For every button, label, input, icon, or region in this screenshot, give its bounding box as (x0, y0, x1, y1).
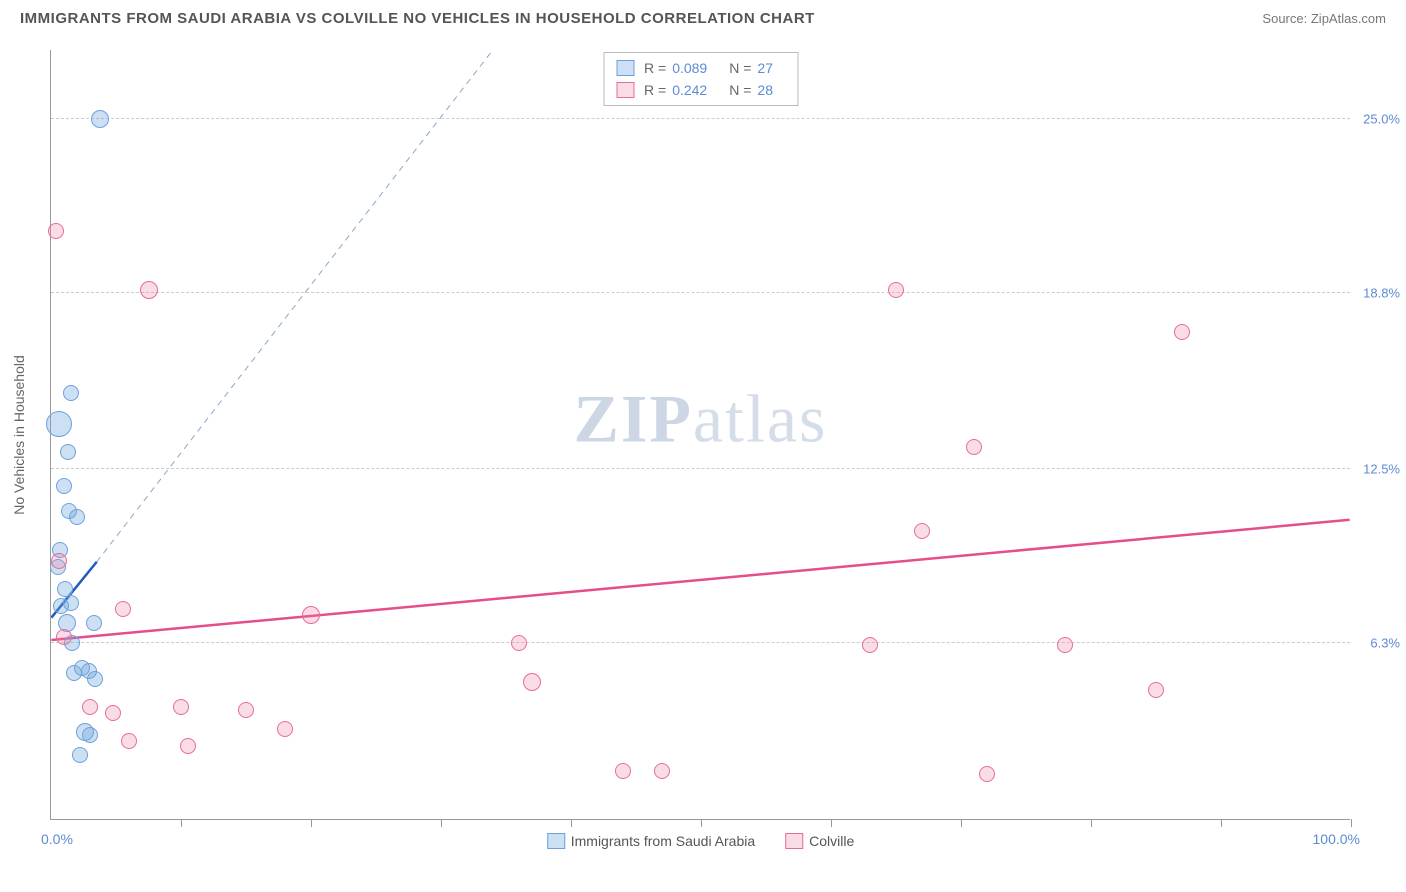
stats-row: R = 0.242 N = 28 (616, 79, 785, 101)
data-point (48, 223, 64, 239)
legend-swatch (785, 833, 803, 849)
stat-label-r: R = (644, 82, 666, 98)
legend-item: Immigrants from Saudi Arabia (547, 833, 755, 849)
data-point (60, 444, 76, 460)
stat-label-n: N = (729, 60, 751, 76)
data-point (1174, 324, 1190, 340)
watermark: ZIPatlas (574, 380, 828, 459)
stat-value-r: 0.089 (672, 60, 707, 76)
data-point (82, 699, 98, 715)
data-point (69, 509, 85, 525)
stat-label-n: N = (729, 82, 751, 98)
stats-legend-box: R = 0.089 N = 27 R = 0.242 N = 28 (603, 52, 798, 106)
x-tick (441, 819, 442, 827)
chart-title: IMMIGRANTS FROM SAUDI ARABIA VS COLVILLE… (20, 10, 815, 27)
watermark-light: atlas (693, 381, 828, 457)
data-point (82, 727, 98, 743)
data-point (966, 439, 982, 455)
x-tick (831, 819, 832, 827)
legend-label: Colville (809, 833, 854, 849)
x-axis-min-label: 0.0% (41, 831, 73, 847)
y-tick-label: 12.5% (1354, 462, 1400, 477)
correlation-chart: No Vehicles in Household ZIPatlas R = 0.… (50, 50, 1350, 820)
x-tick (1091, 819, 1092, 827)
gridline (51, 292, 1350, 293)
x-tick (961, 819, 962, 827)
data-point (72, 747, 88, 763)
data-point (51, 553, 67, 569)
y-tick-label: 6.3% (1354, 635, 1400, 650)
stat-value-n: 28 (757, 82, 773, 98)
data-point (615, 763, 631, 779)
legend-swatch (616, 60, 634, 76)
stats-row: R = 0.089 N = 27 (616, 57, 785, 79)
y-tick-label: 25.0% (1354, 112, 1400, 127)
data-point (238, 702, 254, 718)
legend-item: Colville (785, 833, 854, 849)
x-tick (701, 819, 702, 827)
data-point (862, 637, 878, 653)
data-point (1057, 637, 1073, 653)
source-link[interactable]: ZipAtlas.com (1311, 11, 1386, 26)
data-point (115, 601, 131, 617)
data-point (56, 629, 72, 645)
bottom-legend: Immigrants from Saudi Arabia Colville (547, 833, 855, 849)
data-point (654, 763, 670, 779)
data-point (523, 673, 541, 691)
y-tick-label: 18.8% (1354, 285, 1400, 300)
source-attribution: Source: ZipAtlas.com (1262, 11, 1386, 26)
legend-swatch (547, 833, 565, 849)
stat-value-n: 27 (757, 60, 773, 76)
data-point (66, 665, 82, 681)
data-point (140, 281, 158, 299)
x-tick (1221, 819, 1222, 827)
x-axis-max-label: 100.0% (1313, 831, 1360, 847)
data-point (1148, 682, 1164, 698)
data-point (180, 738, 196, 754)
x-tick (311, 819, 312, 827)
data-point (888, 282, 904, 298)
data-point (63, 385, 79, 401)
legend-swatch (616, 82, 634, 98)
data-point (56, 478, 72, 494)
watermark-bold: ZIP (574, 381, 693, 457)
data-point (511, 635, 527, 651)
data-point (63, 595, 79, 611)
data-point (105, 705, 121, 721)
stat-value-r: 0.242 (672, 82, 707, 98)
x-tick (1351, 819, 1352, 827)
x-tick (571, 819, 572, 827)
data-point (277, 721, 293, 737)
data-point (302, 606, 320, 624)
data-point (87, 671, 103, 687)
gridline (51, 468, 1350, 469)
source-label: Source: (1262, 11, 1307, 26)
data-point (91, 110, 109, 128)
stat-label-r: R = (644, 60, 666, 76)
y-axis-title: No Vehicles in Household (11, 355, 27, 515)
data-point (914, 523, 930, 539)
legend-label: Immigrants from Saudi Arabia (571, 833, 755, 849)
data-point (121, 733, 137, 749)
x-tick (181, 819, 182, 827)
data-point (173, 699, 189, 715)
data-point (86, 615, 102, 631)
data-point (46, 411, 72, 437)
data-point (979, 766, 995, 782)
gridline (51, 642, 1350, 643)
gridline (51, 118, 1350, 119)
